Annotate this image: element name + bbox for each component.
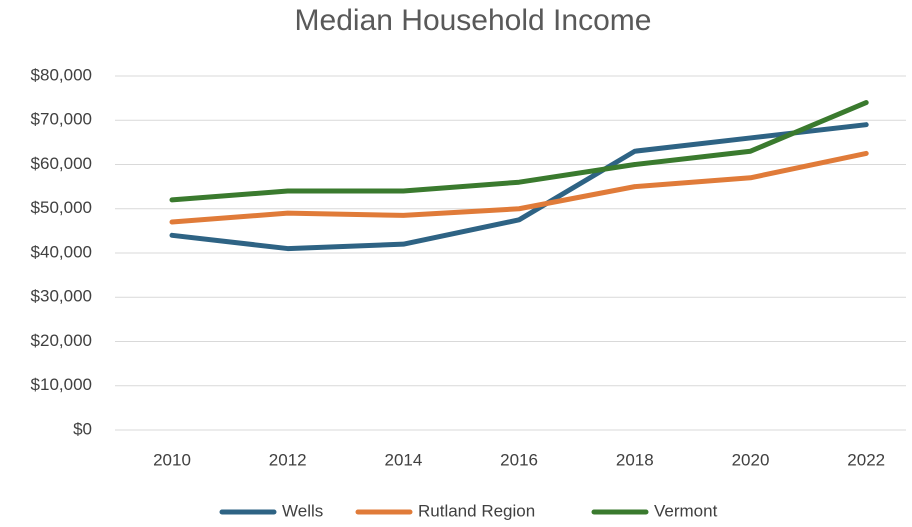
x-tick-label: 2022	[847, 450, 885, 469]
chart-title: Median Household Income	[295, 4, 652, 37]
y-tick-label: $50,000	[31, 198, 92, 217]
x-tick-label: 2020	[732, 450, 770, 469]
x-tick-label: 2012	[269, 450, 307, 469]
x-tick-label: 2010	[153, 450, 191, 469]
legend-label: Vermont	[654, 501, 718, 520]
legend-label: Rutland Region	[418, 501, 535, 520]
series-line	[169, 122, 869, 252]
x-tick-label: 2018	[616, 450, 654, 469]
series-line	[169, 150, 869, 225]
y-tick-label: $80,000	[31, 65, 92, 84]
y-tick-label: $70,000	[31, 110, 92, 129]
series-line	[169, 100, 869, 203]
y-tick-label: $10,000	[31, 375, 92, 394]
y-tick-label: $30,000	[31, 287, 92, 306]
x-tick-label: 2016	[500, 450, 538, 469]
y-tick-label: $40,000	[31, 242, 92, 261]
y-tick-label: $60,000	[31, 154, 92, 173]
x-tick-label: 2014	[384, 450, 422, 469]
y-tick-label: $20,000	[31, 331, 92, 350]
y-tick-label: $0	[73, 419, 92, 438]
legend-label: Wells	[282, 501, 323, 520]
